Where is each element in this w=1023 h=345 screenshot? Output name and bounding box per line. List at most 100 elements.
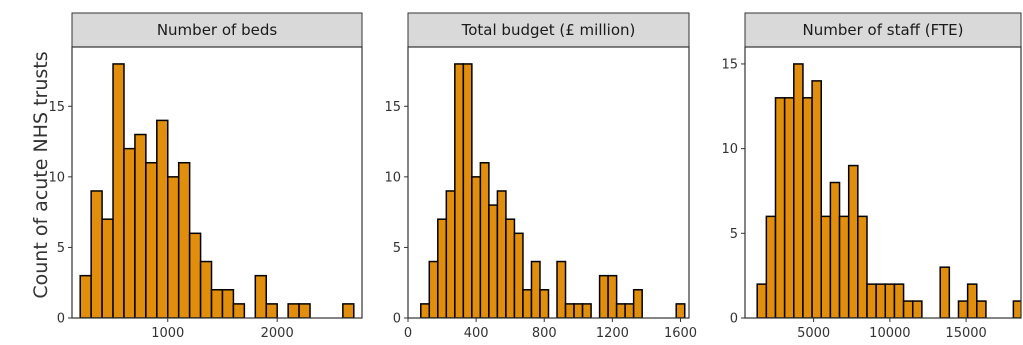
histogram-bar — [513, 232, 524, 318]
histogram-bar — [298, 303, 311, 318]
x-tick-label: 10000 — [869, 326, 910, 341]
facet-title: Number of staff (FTE) — [803, 21, 964, 39]
histogram-bar — [765, 215, 777, 318]
y-tick-label: 10 — [721, 142, 738, 157]
histogram-bar — [522, 289, 533, 318]
panel-1: Number of beds 0 5 10 15 1000 2000 — [48, 12, 363, 341]
histogram-bar — [774, 97, 786, 318]
facet-strip — [71, 12, 363, 48]
x-tick-label: 1000 — [151, 326, 184, 341]
x-tick-label: 400 — [464, 326, 489, 341]
histogram-bar — [156, 119, 169, 318]
y-tick-label: 0 — [393, 312, 401, 327]
histogram-bar — [581, 303, 592, 318]
histogram-bar — [573, 303, 584, 318]
x-tick-label: 1200 — [596, 326, 629, 341]
y-tick-label: 0 — [57, 312, 65, 327]
histogram-bar — [756, 283, 768, 318]
histogram-bar — [79, 274, 92, 318]
facet-title: Number of beds — [157, 21, 278, 39]
histogram-bar — [530, 260, 541, 318]
y-tick-label: 15 — [721, 57, 738, 72]
histogram-bar — [471, 176, 482, 318]
y-tick-label: 5 — [57, 241, 65, 256]
x-tick-label: 800 — [532, 326, 557, 341]
facet-strip — [744, 12, 1022, 48]
panel-2: Total budget (£ million) 0 5 10 15 0 400 800 120… — [384, 12, 697, 341]
x-tick-label: 1600 — [664, 326, 697, 341]
y-tick-label: 15 — [384, 100, 401, 115]
bars-group — [79, 63, 355, 318]
panel-border — [407, 46, 690, 319]
histogram-bar — [254, 274, 267, 318]
y-axis-label: Count of acute NHS trusts — [30, 51, 52, 298]
histogram-bar — [210, 289, 224, 318]
histogram-bar — [811, 80, 822, 318]
histogram-bar — [188, 232, 202, 318]
histogram-bar — [134, 133, 147, 318]
y-tick-label: 10 — [48, 170, 65, 185]
histogram-bar — [437, 218, 448, 318]
histogram-bar — [556, 260, 567, 318]
histogram-bar — [287, 303, 300, 318]
histogram-bar — [598, 274, 609, 318]
histogram-bar — [479, 161, 490, 318]
histogram-bar — [420, 303, 431, 318]
histogram-bar — [488, 204, 499, 318]
y-tick-label: 5 — [730, 227, 738, 242]
x-tick-label: 15000 — [945, 326, 986, 341]
bars-group — [756, 63, 1021, 318]
histogram-bar — [976, 300, 987, 318]
histogram-bar — [911, 300, 923, 318]
histogram-bar — [793, 63, 804, 318]
histogram-bar — [145, 161, 158, 318]
y-tick-label: 5 — [393, 241, 401, 256]
histogram-bar — [177, 161, 191, 318]
facet-strip — [407, 12, 690, 48]
y-tick-label: 0 — [730, 312, 738, 327]
histogram-bar — [607, 274, 618, 318]
histogram-bar — [893, 283, 905, 318]
histogram-bar — [838, 215, 850, 318]
histogram-bar — [675, 303, 686, 318]
bars-group — [420, 63, 686, 318]
histogram-bar — [167, 176, 180, 318]
histogram-bar — [802, 97, 813, 318]
histogram-bar — [624, 303, 635, 318]
y-tick-label: 10 — [384, 170, 401, 185]
histogram-bar — [847, 164, 859, 318]
histogram-bar — [342, 303, 355, 318]
histogram-bar — [496, 190, 507, 318]
histogram-bar — [939, 266, 951, 318]
x-tick-label: 0 — [404, 326, 412, 341]
histogram-bar — [101, 218, 114, 318]
histogram-bar — [632, 289, 643, 318]
histogram-bar — [428, 260, 439, 318]
histogram-bar — [123, 147, 136, 318]
histogram-bar — [829, 181, 841, 318]
histogram-bar — [783, 97, 795, 318]
x-tick-label: 5000 — [797, 326, 830, 341]
histogram-bar — [1012, 300, 1021, 318]
panel-border — [71, 46, 363, 319]
histogram-bar — [462, 63, 473, 318]
histogram-bar — [112, 63, 125, 318]
histogram-bar — [221, 289, 235, 318]
histogram-bar — [445, 190, 456, 318]
histogram-bar — [199, 260, 213, 318]
histogram-bar — [615, 303, 626, 318]
histogram-bar — [232, 303, 246, 318]
panel-border — [744, 46, 1022, 319]
histogram-bar — [957, 300, 969, 318]
histogram-bar — [505, 218, 516, 318]
histogram-bar — [265, 303, 278, 318]
panel-3: Number of staff (FTE) 0 5 10 15 5000 10000 1500… — [721, 12, 1022, 341]
histogram-bar — [902, 300, 914, 318]
y-tick-label: 15 — [48, 100, 65, 115]
facet-title: Total budget (£ million) — [461, 21, 636, 39]
histogram-bar — [820, 215, 832, 318]
histogram-bar — [966, 283, 978, 318]
histogram-bar — [454, 63, 465, 318]
